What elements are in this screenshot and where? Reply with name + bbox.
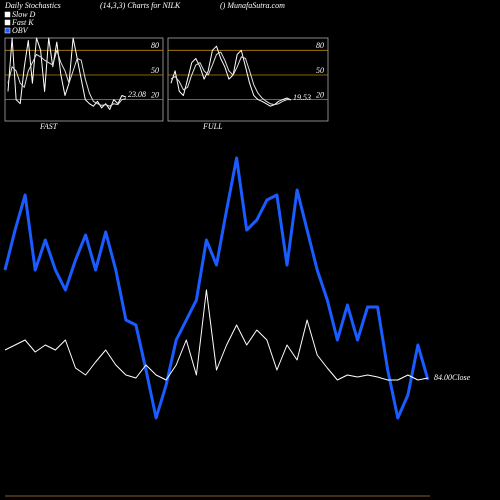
line: [4, 289, 429, 381]
panel-frame: [4, 37, 164, 122]
line: [3, 156, 430, 420]
legend-label: Slow D: [12, 10, 36, 19]
panel-frame: [167, 37, 329, 122]
y-tick-label: 50: [316, 66, 324, 75]
chart-subtitle: (14,3,3) Charts for NILK: [100, 1, 181, 10]
legend-label: OBV: [12, 26, 29, 35]
y-tick-label: 80: [316, 41, 324, 50]
chart-title: Daily Stochastics: [4, 1, 61, 10]
line: [7, 49, 127, 107]
legend-label: Fast K: [11, 18, 34, 27]
line: [170, 45, 292, 107]
line: [170, 51, 291, 106]
panel-label: FULL: [202, 122, 223, 131]
legend-swatch: [4, 27, 11, 34]
y-tick-label: 20: [151, 90, 159, 99]
value-label: 19.53: [293, 93, 311, 102]
value-label: 23.08: [128, 90, 146, 99]
panel-label: FAST: [39, 122, 58, 131]
legend-swatch: [4, 19, 11, 26]
source: () MunafaSutra.com: [220, 1, 285, 10]
y-tick-label: 50: [151, 66, 159, 75]
y-tick-label: 20: [316, 90, 324, 99]
close-label: 84.00Close: [434, 373, 471, 382]
legend-swatch: [4, 11, 11, 18]
y-tick-label: 80: [151, 41, 159, 50]
